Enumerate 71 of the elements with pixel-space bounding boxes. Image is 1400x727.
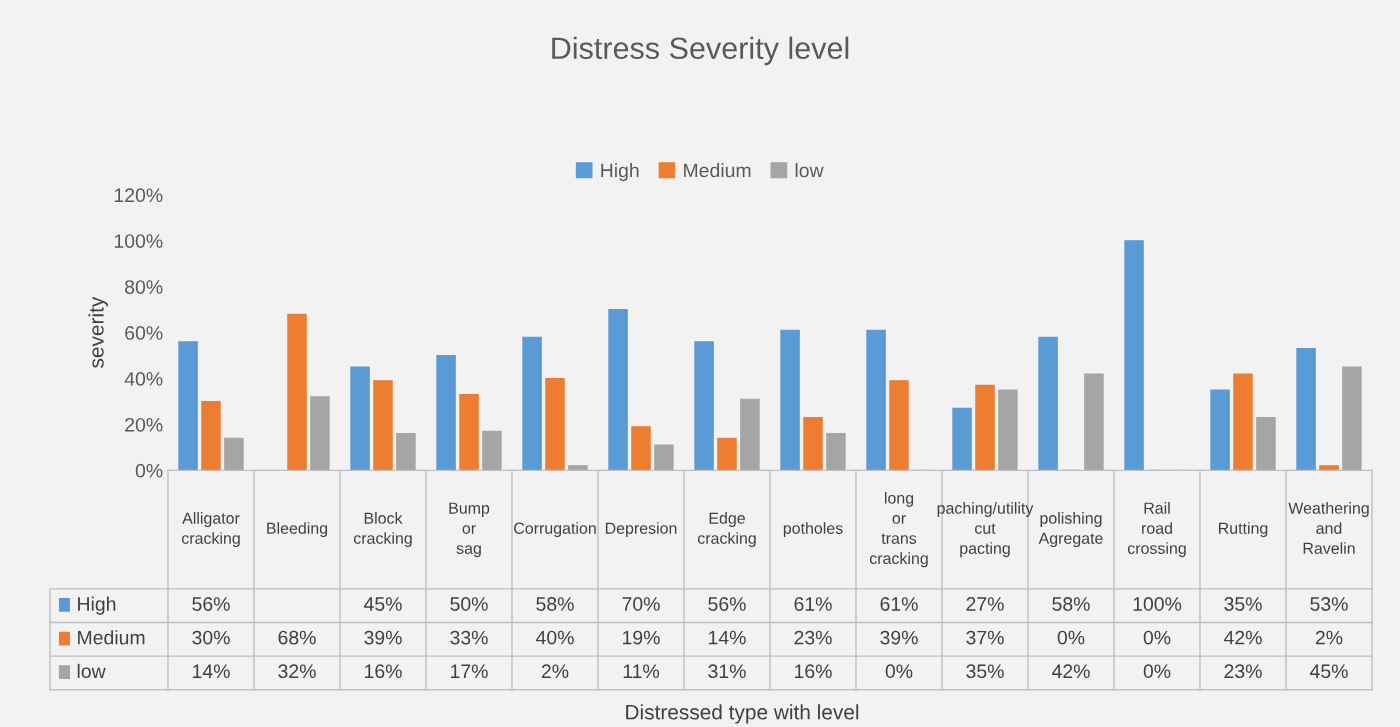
data-label: 31% (708, 664, 746, 679)
data-label: 58% (1052, 597, 1090, 611)
data-label: 61% (794, 597, 832, 611)
data-label: 17% (451, 664, 488, 679)
x-tick-label: Rutting (1219, 522, 1268, 538)
x-tick-label: polishing Agregate (1038, 512, 1103, 548)
y-axis-title: severity (88, 296, 108, 368)
data-label: 40% (535, 630, 574, 645)
text: Distressed type with level (626, 704, 859, 724)
legend-label: Medium (684, 163, 751, 178)
text: Medium (78, 630, 145, 645)
data-label: 53% (1310, 597, 1348, 611)
data-label: 0% (885, 664, 913, 679)
y-tick-label: 60% (125, 326, 163, 340)
x-tick-label: Depresion (605, 522, 677, 538)
x-tick-label: long or trans cracking (869, 492, 928, 568)
data-label: 35% (1224, 597, 1262, 611)
y-tick-label: 0% (135, 463, 163, 478)
data-label: 68% (278, 630, 316, 645)
data-label: 50% (450, 597, 488, 611)
data-label: 35% (966, 664, 1004, 679)
data-label: 42% (1223, 630, 1262, 645)
data-label: 0% (1143, 630, 1171, 645)
data-label: 58% (536, 597, 574, 611)
data-label: 27% (966, 597, 1004, 611)
data-label: 23% (1224, 664, 1262, 679)
x-tick-label: Rail road crossing (1127, 502, 1186, 558)
y-tick-label: 40% (124, 371, 163, 386)
data-label: 16% (795, 664, 832, 679)
data-label: 39% (364, 630, 402, 645)
data-label: 11% (623, 664, 660, 679)
data-label: 56% (192, 597, 230, 611)
data-label: 39% (880, 630, 918, 645)
data-label: 14% (193, 664, 230, 679)
data-label: 32% (278, 664, 316, 679)
data-label: 19% (623, 630, 660, 645)
data-label: 23% (794, 630, 832, 645)
data-label: 61% (880, 597, 918, 611)
data-label: 0% (1143, 664, 1171, 679)
data-label: 70% (622, 597, 660, 611)
legend-label: High (601, 163, 639, 182)
data-label: 33% (450, 630, 488, 645)
x-tick-label: Alligator cracking (181, 512, 240, 548)
y-tick-label: 120% (114, 188, 163, 203)
data-label: 45% (1309, 664, 1348, 679)
text: High (78, 596, 116, 615)
x-tick-label: Weathering and Ravelin (1288, 502, 1369, 554)
data-label: 45% (363, 597, 402, 611)
x-tick-label: Block cracking (353, 512, 412, 548)
data-label: 42% (1051, 664, 1090, 679)
y-tick-label: 80% (125, 280, 163, 294)
legend-label: low (795, 163, 824, 178)
x-tick-label: potholes (783, 522, 843, 538)
data-label: 0% (1057, 630, 1085, 645)
x-tick-label: Bump or sag (449, 502, 490, 558)
data-label: 37% (966, 630, 1004, 645)
data-label: 30% (192, 630, 230, 645)
y-tick-label: 100% (114, 234, 163, 248)
text: low (77, 663, 106, 679)
y-tick-label: 20% (125, 417, 163, 432)
x-tick-label: paching/utility cut pacting (937, 502, 1034, 558)
data-label: 56% (708, 597, 746, 611)
data-label: 100% (1133, 597, 1182, 611)
x-tick-label: Edge cracking (697, 512, 756, 548)
data-label: 16% (365, 664, 402, 679)
data-label: 2% (541, 664, 569, 679)
x-tick-label: Bleeding (267, 522, 328, 538)
data-label: 14% (709, 630, 746, 645)
x-tick-label: Corrugation (514, 522, 596, 538)
data-label: 2% (1315, 630, 1343, 645)
chart-title: Distress Severity level (552, 36, 849, 66)
